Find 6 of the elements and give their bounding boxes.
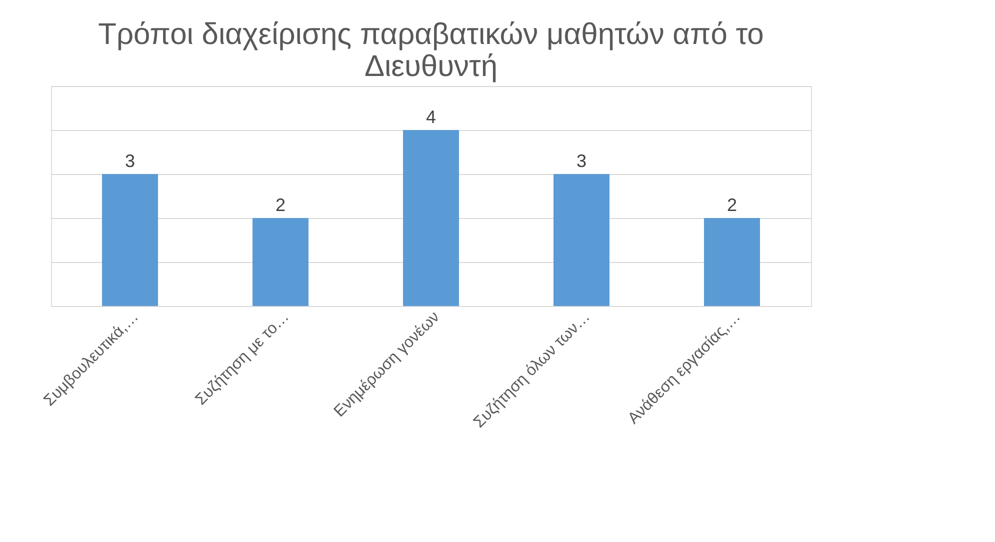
- data-label: 2: [726, 195, 737, 215]
- data-label: 2: [275, 195, 286, 215]
- chart-title: Τρόποι διαχείρισης παραβατικών μαθητών από το Διευθυντή: [98, 18, 764, 83]
- data-label: 3: [576, 151, 587, 171]
- data-label: 4: [426, 107, 436, 127]
- data-label: 3: [125, 151, 136, 171]
